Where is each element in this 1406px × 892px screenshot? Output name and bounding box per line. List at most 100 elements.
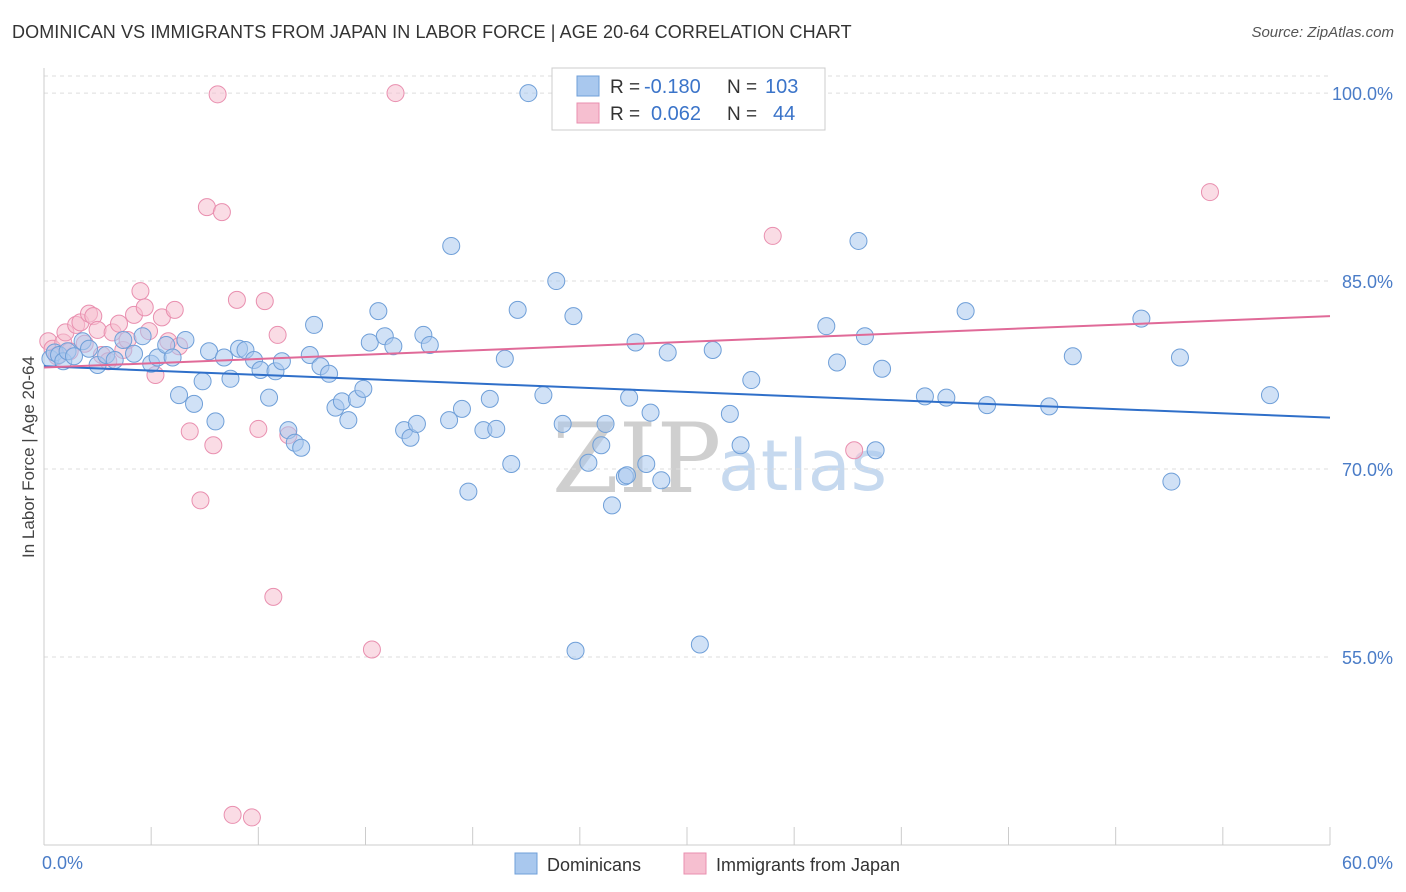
dominican-point xyxy=(617,466,636,485)
legend-n-value-1: 103 xyxy=(765,76,798,98)
dominican-point xyxy=(185,394,204,413)
dominican-point xyxy=(200,342,219,361)
dominican-point xyxy=(292,438,311,457)
y-tick-labels: 55.0% 70.0% 85.0% 100.0% xyxy=(1332,84,1393,668)
dominican-point xyxy=(602,496,621,515)
dominican-point xyxy=(305,315,324,334)
japan-point xyxy=(255,292,274,311)
japan-point xyxy=(264,587,283,606)
dominican-point xyxy=(731,436,750,455)
dominican-point xyxy=(176,330,195,349)
dominican-point xyxy=(553,414,572,433)
dominican-point xyxy=(495,349,514,368)
legend-r-label-1: R = xyxy=(610,77,640,98)
dominican-point xyxy=(384,337,403,356)
x-tick-label-max: 60.0% xyxy=(1342,853,1393,873)
dominican-point xyxy=(596,414,615,433)
chart-title: DOMINICAN VS IMMIGRANTS FROM JAPAN IN LA… xyxy=(12,22,852,42)
legend-r-value-1: -0.180 xyxy=(644,76,701,98)
legend-swatch-japan xyxy=(576,102,600,124)
dominican-point xyxy=(452,399,471,418)
y-tick-label: 70.0% xyxy=(1342,460,1393,480)
dominican-point xyxy=(502,455,521,474)
grid-lines xyxy=(44,75,1330,658)
japan-point xyxy=(1200,183,1219,202)
dominican-point xyxy=(193,372,212,391)
source-credit: Source: ZipAtlas.com xyxy=(1251,24,1394,41)
dominican-point xyxy=(133,327,152,346)
dominican-point xyxy=(592,436,611,455)
japan-point xyxy=(191,491,210,510)
japan-point xyxy=(131,282,150,301)
dominican-point xyxy=(637,455,656,474)
japan-point xyxy=(165,300,184,319)
japan-point xyxy=(197,198,216,217)
japan-point xyxy=(763,226,782,245)
dominican-point xyxy=(626,333,645,352)
legend-n-label-1: N = xyxy=(727,77,757,98)
legend-r-label-2: R = xyxy=(610,104,640,125)
dominican-point xyxy=(534,386,553,405)
japan-point xyxy=(180,422,199,441)
y-axis-label: In Labor Force | Age 20-64 xyxy=(19,356,38,558)
japan-point xyxy=(227,290,246,309)
y-tick-label: 85.0% xyxy=(1342,272,1393,292)
series-legend: Dominicans Immigrants from Japan xyxy=(514,852,900,875)
dominican-point xyxy=(260,388,279,407)
japan-point xyxy=(223,805,242,824)
japan-point xyxy=(268,325,287,344)
dominican-point xyxy=(703,340,722,359)
japan-point xyxy=(212,203,231,222)
dominican-point xyxy=(564,307,583,326)
dominican-point xyxy=(459,482,478,501)
legend-swatch-dominicans xyxy=(576,75,600,97)
dominican-point xyxy=(360,333,379,352)
dominican-point xyxy=(1260,386,1279,405)
japan-trend-line xyxy=(43,315,1331,369)
dominican-point xyxy=(114,330,133,349)
dominican-point xyxy=(720,404,739,423)
dominican-point xyxy=(354,379,373,398)
dominican-point xyxy=(487,419,506,438)
dominican-point xyxy=(369,302,388,321)
dominican-point xyxy=(206,412,225,431)
bottom-legend-swatch-dominicans xyxy=(514,852,538,875)
series-dominicans-points xyxy=(41,84,1279,660)
dominican-point xyxy=(339,411,358,430)
japan-point xyxy=(386,84,405,103)
dominican-point xyxy=(1063,347,1082,366)
dominican-point xyxy=(742,371,761,390)
dominican-point xyxy=(480,389,499,408)
bottom-legend-dominicans: Dominicans xyxy=(547,855,641,875)
dominican-point xyxy=(690,635,709,654)
dominican-point xyxy=(440,411,459,430)
dominicans-trend-line xyxy=(43,365,1331,419)
dominican-point xyxy=(508,300,527,319)
dominican-point xyxy=(105,351,124,370)
dominican-point xyxy=(641,403,660,422)
dominican-point xyxy=(215,348,234,367)
bottom-legend-swatch-japan xyxy=(683,852,707,875)
japan-point xyxy=(845,441,864,460)
legend-n-value-2: 44 xyxy=(773,103,795,125)
dominican-point xyxy=(170,386,189,405)
dominican-point xyxy=(442,236,461,255)
dominican-point xyxy=(519,84,538,103)
dominican-point xyxy=(828,353,847,372)
dominican-point xyxy=(620,388,639,407)
legend-r-value-2: 0.062 xyxy=(651,103,701,125)
dominican-point xyxy=(566,641,585,660)
japan-point xyxy=(135,298,154,317)
dominican-point xyxy=(65,347,84,366)
dominican-point xyxy=(332,392,351,411)
y-tick-label: 55.0% xyxy=(1342,648,1393,668)
japan-point xyxy=(88,320,107,339)
watermark-zip: ZIP xyxy=(552,403,721,515)
japan-point xyxy=(362,640,381,659)
dominican-point xyxy=(1170,348,1189,367)
dominican-point xyxy=(272,352,291,371)
japan-point xyxy=(204,436,223,455)
x-tick-label-min: 0.0% xyxy=(42,853,83,873)
dominican-point xyxy=(300,345,319,364)
